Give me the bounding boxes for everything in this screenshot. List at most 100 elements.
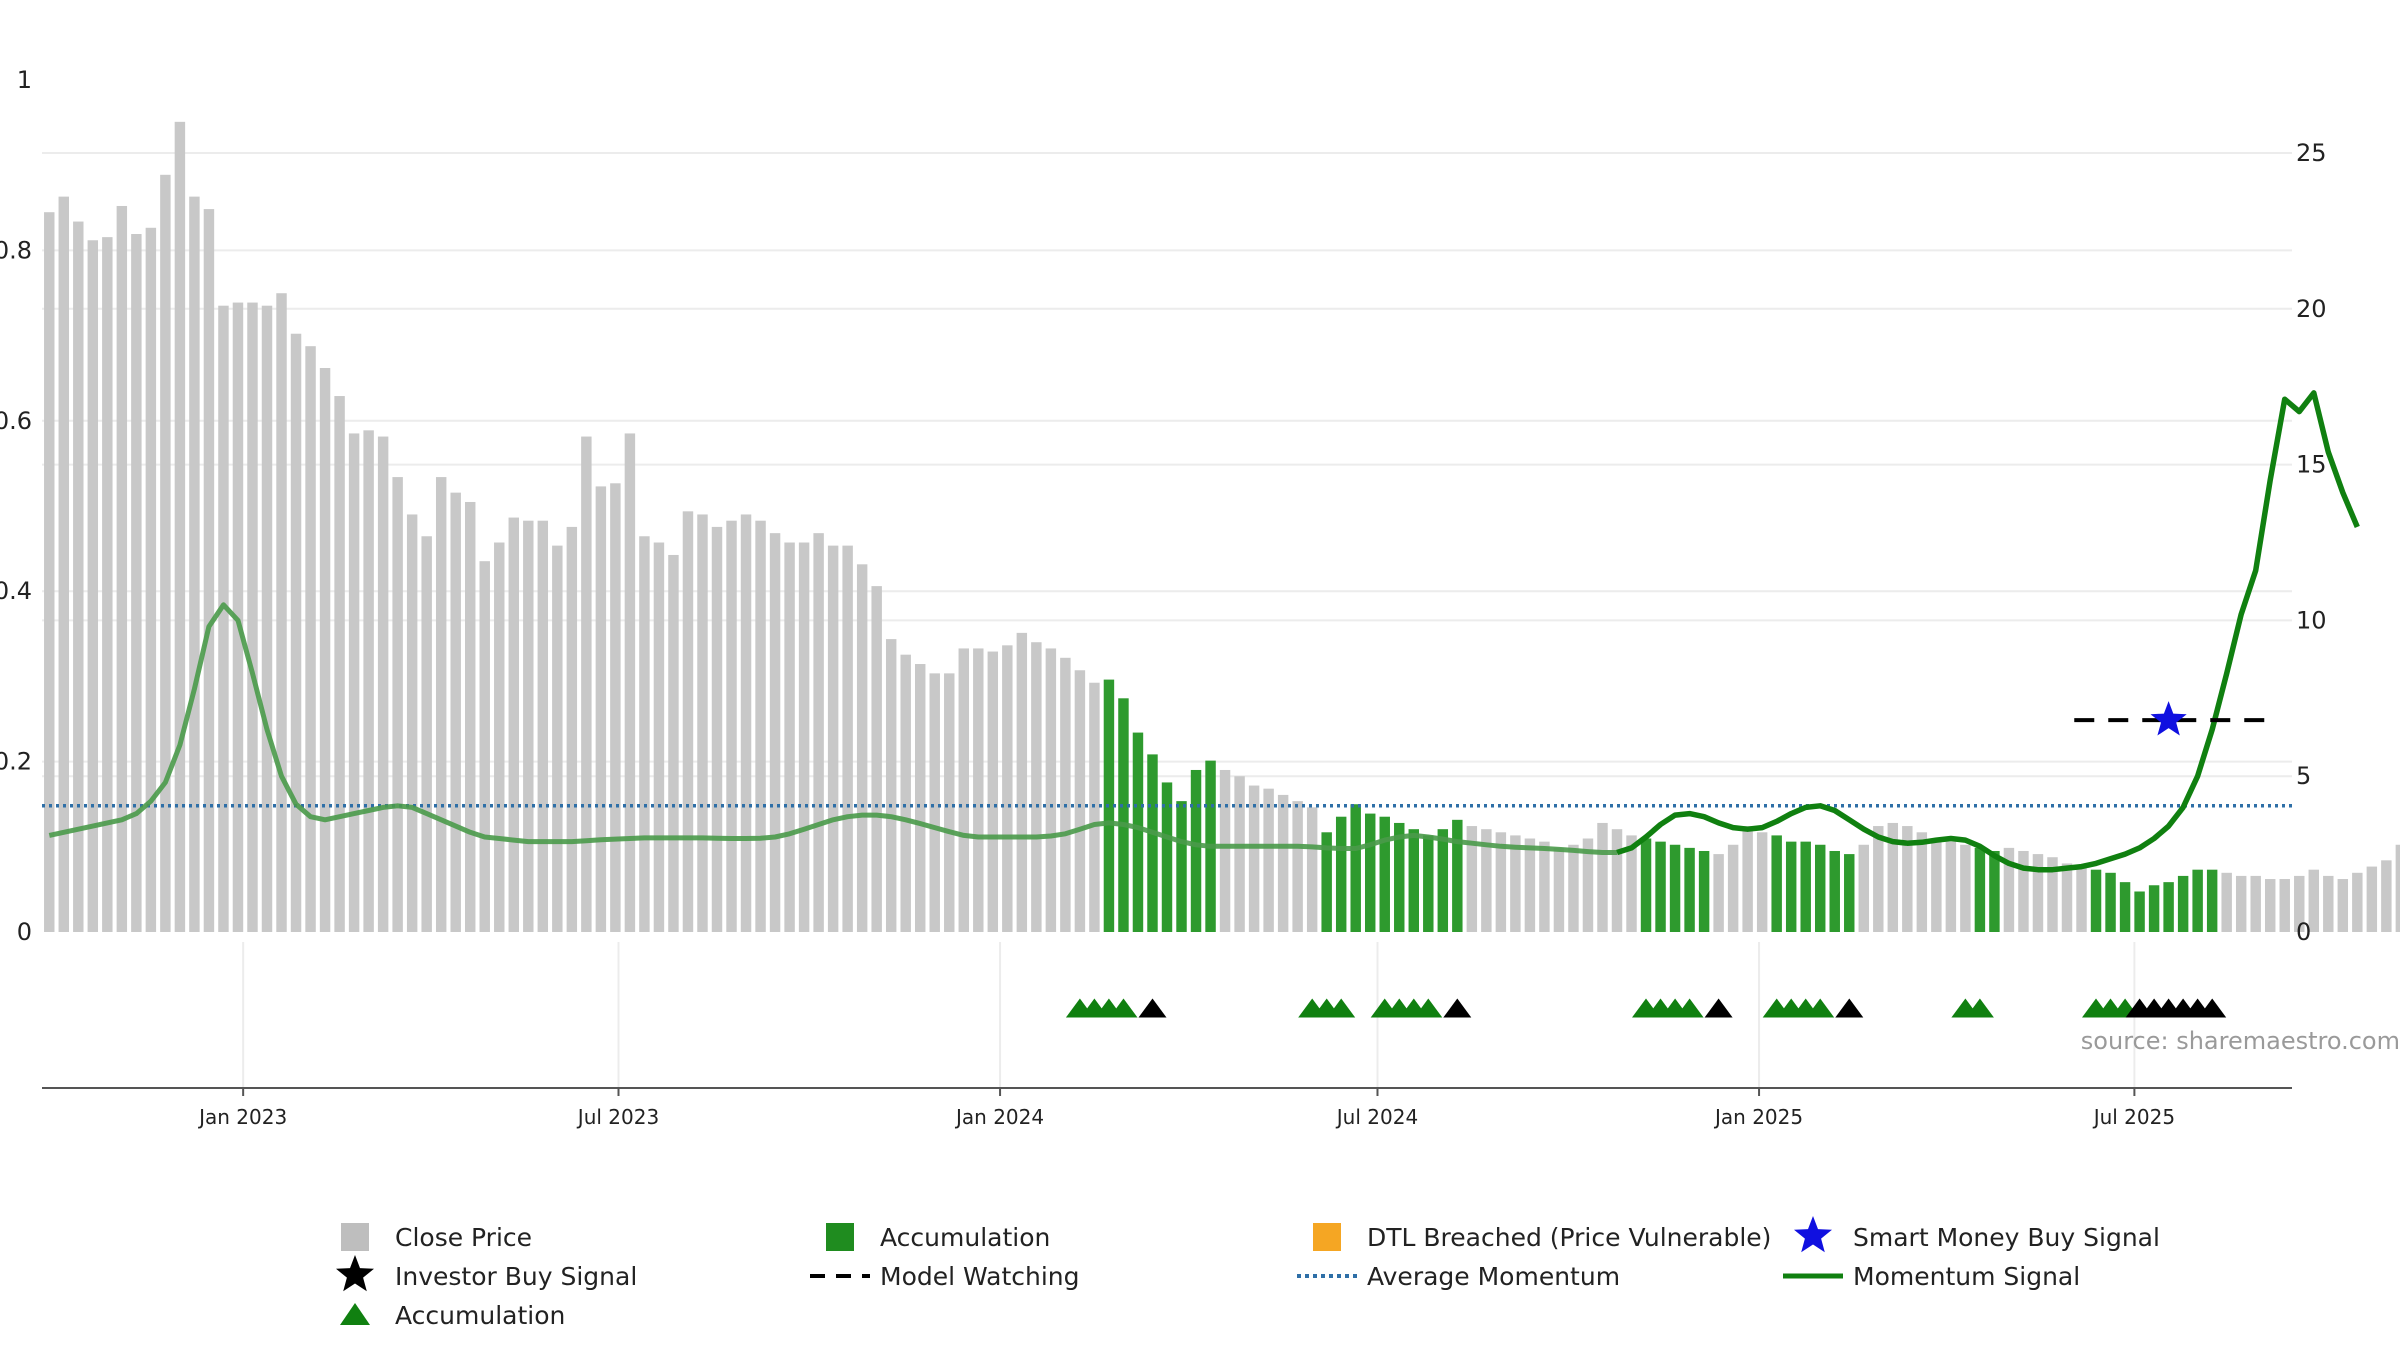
close-price-bar (145, 227, 157, 932)
close-price-bar (2018, 850, 2029, 932)
close-price-bar (1510, 835, 1521, 932)
close-price-bar (174, 121, 186, 933)
close-price-bar (247, 302, 258, 932)
accumulation-bar (1350, 804, 1361, 932)
accumulation-bar (2105, 872, 2116, 932)
close-price-bar (581, 436, 592, 932)
close-price-bar (1248, 785, 1260, 932)
close-price-bar (334, 396, 345, 933)
investor-buy-marker (1704, 998, 1733, 1018)
close-price-bar (944, 673, 955, 932)
close-price-bar (740, 514, 752, 932)
close-price-bar (261, 305, 273, 933)
right-tick-label: 15 (2296, 451, 2327, 479)
left-tick-label: 0.4 (0, 577, 32, 605)
accumulation-bar (1118, 698, 1129, 932)
close-price-bar (711, 526, 723, 932)
accumulation-marker (1414, 998, 1443, 1018)
legend-item: Smart Money Buy Signal (1794, 1216, 2160, 1253)
accumulation-bar (1190, 769, 1202, 932)
legend-label: Smart Money Buy Signal (1853, 1223, 2160, 1252)
close-price-bar (290, 333, 302, 932)
accumulation-bar (1640, 838, 1652, 932)
close-price-bar (1916, 832, 1928, 932)
legend-label: Average Momentum (1367, 1262, 1620, 1291)
close-price-bar (1611, 829, 1623, 932)
legend-item: Close Price (341, 1223, 532, 1252)
legend-label: Investor Buy Signal (395, 1262, 637, 1291)
close-price-bar (755, 520, 766, 932)
accumulation-bar (1147, 754, 1158, 932)
accumulation-bar (1379, 816, 1390, 932)
accumulation-bar (1408, 829, 1419, 932)
accumulation-bar (1321, 832, 1332, 932)
close-price-bar (392, 477, 403, 932)
close-price-bar (2294, 875, 2305, 932)
momentum-signal-recent (1616, 390, 2360, 873)
x-tick-label: Jan 2023 (197, 1105, 287, 1129)
close-price-bar (348, 433, 360, 932)
right-tick-label: 25 (2296, 139, 2327, 167)
accumulation-bar (1669, 844, 1681, 932)
close-price-bar (1306, 807, 1318, 932)
accumulation-marker (1327, 998, 1356, 1018)
close-price-bar (871, 586, 882, 932)
close-price-bar (610, 483, 621, 932)
close-price-bar (973, 648, 984, 932)
left-tick-label: 0.6 (0, 407, 32, 435)
close-price-bar (798, 542, 810, 932)
accumulation-bar (1161, 782, 1173, 932)
close-price-bar (276, 293, 287, 933)
momentum-signal-past (48, 602, 1617, 855)
accumulation-marker (1965, 998, 1994, 1018)
close-price-bar (406, 514, 418, 932)
x-tick-label: Jul 2024 (1335, 1105, 1418, 1129)
price-bars (44, 121, 2400, 933)
close-price-bar (1568, 844, 1579, 932)
close-price-bar (102, 237, 113, 932)
close-price-bar (915, 664, 926, 932)
close-price-bar (1002, 645, 1013, 932)
close-price-bar (377, 436, 389, 932)
close-price-bar (1945, 841, 1957, 932)
close-price-bar (131, 234, 142, 933)
legend-item: Accumulation (340, 1301, 565, 1330)
close-price-bar (1045, 648, 1057, 932)
close-price-bar (1031, 642, 1042, 932)
right-tick-label: 20 (2296, 295, 2327, 323)
close-price-bar (465, 501, 476, 932)
accumulation-bar (1844, 854, 1855, 932)
legend-swatch (826, 1223, 854, 1251)
legend-label: Model Watching (880, 1262, 1080, 1291)
close-price-bar (697, 514, 708, 932)
legend-star-icon (1794, 1216, 1832, 1253)
close-price-bar (1495, 832, 1507, 932)
close-price-bar (2381, 860, 2392, 932)
x-tick-label: Jan 2024 (954, 1105, 1044, 1129)
left-tick-label: 0.2 (0, 748, 32, 776)
close-price-bar (1887, 822, 1899, 932)
accumulation-bar (1132, 732, 1144, 932)
close-price-bar (682, 511, 694, 932)
close-price-bar (116, 205, 128, 933)
signal-markers (1065, 998, 2227, 1018)
close-price-bar (2323, 875, 2334, 932)
close-price-bar (1524, 838, 1536, 932)
x-tick-label: Jul 2023 (576, 1105, 659, 1129)
momentum-signal-line (48, 390, 2360, 873)
close-price-bar (421, 536, 432, 932)
smart-money-star (2150, 701, 2187, 736)
close-price-bar (58, 196, 69, 932)
close-price-bar (2047, 857, 2058, 932)
close-price-bar (2265, 879, 2276, 932)
legend-item: Investor Buy Signal (336, 1255, 637, 1292)
accumulation-bar (2148, 885, 2160, 932)
accumulation-bar (2177, 875, 2189, 932)
close-price-bar (1292, 801, 1303, 932)
accumulation-bar (1771, 835, 1782, 932)
close-price-bar (1756, 832, 1768, 932)
close-price-bar (987, 651, 999, 932)
source-label: source: sharemaestro.com (2081, 1027, 2400, 1055)
close-price-bar (842, 545, 853, 932)
close-price-bar (769, 533, 781, 932)
